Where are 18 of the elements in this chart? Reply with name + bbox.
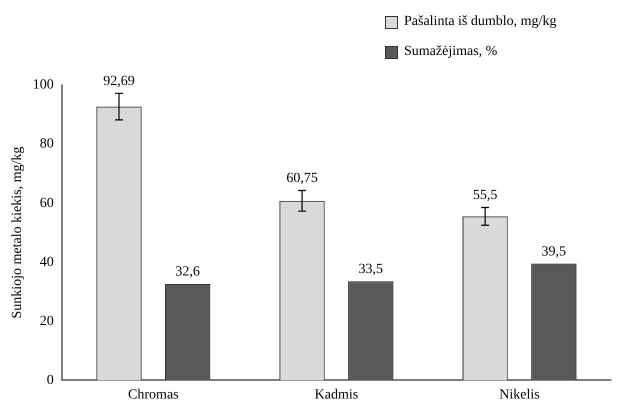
data-label: 55,5 — [472, 188, 498, 204]
y-tick-label: 60 — [40, 196, 54, 211]
x-tick-label: Chromas — [128, 387, 179, 402]
y-tick-label: 0 — [46, 372, 54, 388]
y-axis-title: Sunkiojo metalo kiekis, mg/kg — [10, 146, 26, 319]
data-label: 60,75 — [286, 171, 318, 186]
y-tick-label: 40 — [40, 254, 54, 270]
legend-label: Pašalinta iš dumblo, mg/kg — [404, 14, 556, 30]
data-label: 92,69 — [103, 74, 135, 89]
y-tick-label: 100 — [32, 78, 54, 93]
y-tick-label: 80 — [40, 136, 54, 152]
legend-label: Sumažėjimas, % — [404, 44, 498, 60]
data-label: 39,5 — [542, 244, 566, 260]
x-tick-label: Kadmis — [314, 387, 358, 402]
x-tick-label: Nikelis — [499, 387, 540, 402]
y-tick-label: 20 — [40, 314, 54, 329]
data-label: 32,6 — [175, 264, 200, 280]
data-label: 33,5 — [358, 262, 383, 277]
